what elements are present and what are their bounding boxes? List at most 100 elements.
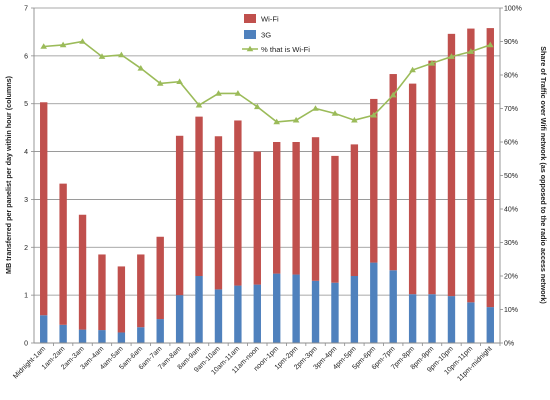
- bar-wifi: [253, 151, 261, 285]
- bar-3g: [195, 276, 203, 343]
- y2-tick-label: 80%: [504, 73, 518, 80]
- y2-tick-label: 50%: [504, 173, 518, 180]
- wifi-share-point: [176, 78, 183, 84]
- y2-tick-label: 70%: [504, 106, 518, 113]
- y2-tick-label: 100%: [504, 6, 522, 13]
- bar-wifi: [214, 136, 223, 290]
- y2-tick-label: 40%: [504, 207, 518, 214]
- bar-3g: [370, 262, 378, 343]
- legend-label-3g: 3G: [261, 31, 271, 40]
- y-tick-label: 6: [24, 53, 28, 60]
- bar-wifi: [78, 214, 87, 330]
- bars: [40, 28, 494, 343]
- wifi-share-polyline: [43, 40, 491, 123]
- bar-wifi: [331, 155, 339, 283]
- y-tick-label: 7: [24, 6, 28, 13]
- legend-label-wifi-share: % that is Wi-Fi: [261, 45, 310, 54]
- wifi-share-point: [467, 48, 475, 54]
- wifi-share-point: [118, 51, 125, 58]
- bar-3g: [389, 270, 397, 343]
- bar-wifi: [234, 120, 242, 286]
- bar-3g: [428, 294, 436, 343]
- bar-3g: [59, 324, 67, 343]
- bar-3g: [117, 332, 126, 343]
- wifi-share-point: [487, 41, 494, 48]
- x-tick-label: 11pm-midnight: [456, 345, 493, 382]
- y2-tick-label: 0%: [504, 341, 514, 348]
- bar-wifi: [195, 116, 203, 276]
- wifi-share-point: [137, 65, 145, 71]
- bar-3g: [175, 295, 184, 343]
- wifi-share-point: [292, 116, 300, 123]
- bar-wifi: [292, 142, 300, 275]
- bar-wifi: [175, 135, 184, 296]
- bar-3g: [98, 330, 106, 343]
- wifi-share-point: [40, 43, 47, 49]
- bar-3g: [331, 282, 339, 343]
- y-axis-title: MB transferred per panelist per day with…: [4, 75, 13, 274]
- legend: Wi-Fi 3G % that is Wi-Fi: [242, 14, 310, 54]
- y-tick-label: 0: [24, 341, 28, 348]
- y-tick-label: 5: [24, 101, 28, 108]
- y-tick-label: 1: [24, 293, 28, 300]
- bar-wifi: [370, 98, 378, 263]
- wifi-share-point: [254, 103, 261, 110]
- wifi-share-line: [40, 38, 494, 125]
- bar-3g: [311, 280, 320, 343]
- bar-3g: [156, 319, 164, 343]
- wifi-share-point: [234, 90, 242, 96]
- wifi-share-point: [312, 105, 319, 111]
- bar-3g: [78, 329, 87, 343]
- bar-wifi: [447, 33, 456, 297]
- bar-wifi: [350, 144, 359, 276]
- bar-3g: [486, 307, 494, 343]
- bar-3g: [273, 273, 281, 343]
- wifi-share-point: [273, 118, 280, 125]
- legend-swatch-wifi: [244, 14, 256, 23]
- bar-wifi: [486, 28, 494, 308]
- bar-3g: [137, 327, 145, 343]
- bar-3g: [408, 294, 417, 343]
- bar-wifi: [408, 83, 417, 295]
- bar-wifi: [98, 254, 106, 331]
- wifi-share-point: [156, 80, 164, 86]
- bar-wifi: [156, 236, 164, 320]
- wifi-share-point: [351, 116, 358, 123]
- bar-wifi: [467, 28, 475, 303]
- bar-wifi: [137, 254, 145, 328]
- legend-swatch-3g: [244, 30, 256, 39]
- y2-tick-label: 30%: [504, 240, 518, 247]
- y2-tick-label: 90%: [504, 39, 518, 46]
- y-tick-label: 3: [24, 197, 28, 204]
- bar-wifi: [117, 266, 126, 333]
- bar-wifi: [311, 137, 320, 281]
- bar-3g: [234, 285, 242, 343]
- y2-tick-label: 20%: [504, 274, 518, 281]
- wifi-share-point: [215, 90, 222, 96]
- y2-tick-label: 60%: [504, 140, 518, 147]
- bar-3g: [350, 276, 359, 343]
- wifi-share-point: [370, 111, 378, 118]
- bar-3g: [467, 302, 475, 343]
- bar-wifi: [428, 60, 436, 295]
- bar-3g: [292, 274, 300, 343]
- bar-wifi: [273, 142, 281, 274]
- legend-marker-wifi-share: [246, 45, 254, 52]
- bar-3g: [447, 296, 456, 343]
- y-tick-label: 2: [24, 245, 28, 252]
- bar-wifi: [389, 74, 397, 271]
- wifi-share-point: [389, 91, 397, 98]
- wifi-share-point: [428, 60, 436, 66]
- bar-wifi: [59, 183, 67, 325]
- wifi-share-point: [448, 53, 455, 59]
- wifi-share-point: [98, 53, 106, 59]
- axes: 012345670%10%20%30%40%50%60%70%80%90%100…: [12, 6, 522, 383]
- y2-axis-title: Share of Traffic over Wifi network (as o…: [539, 46, 548, 304]
- y-tick-label: 4: [24, 149, 28, 156]
- wifi-share-point: [409, 66, 416, 73]
- wifi-share-point: [331, 110, 339, 116]
- wifi-share-point: [79, 38, 86, 44]
- wifi-share-point: [59, 41, 67, 48]
- bar-3g: [40, 315, 48, 343]
- x-tick-label: Midnight-1am: [12, 345, 47, 380]
